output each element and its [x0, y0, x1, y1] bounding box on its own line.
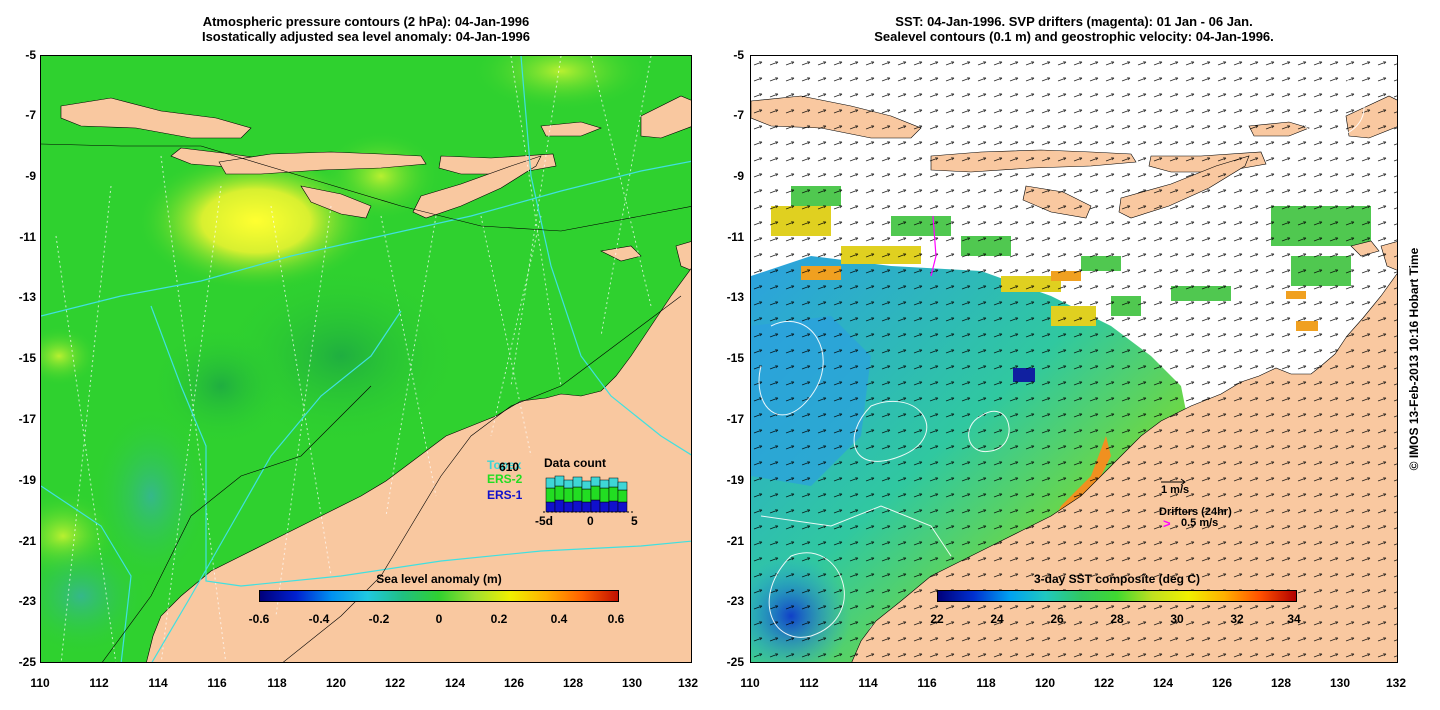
- sst-map[interactable]: 1 m/s Drifters (24hr) > 0.5 m/s: [750, 55, 1398, 663]
- drifter-marker: >: [1163, 516, 1171, 531]
- lat-label-right: -17: [726, 412, 744, 426]
- right-cbar-tick: 30: [1170, 612, 1184, 626]
- lon-label-right: 116: [917, 676, 937, 690]
- lat-label-left: -23: [18, 594, 36, 608]
- left-cbar-tick: 0.4: [550, 612, 568, 626]
- left-cbar-tick: -0.2: [368, 612, 390, 626]
- lat-label-left: -7: [25, 108, 36, 122]
- hist-tick-minus5: -5d: [535, 514, 553, 528]
- lon-label-left: 130: [621, 676, 643, 690]
- lon-label-right: 120: [1034, 676, 1056, 690]
- left-title-line1: Atmospheric pressure contours (2 hPa): 0…: [202, 14, 530, 29]
- lat-label-right: -15: [726, 351, 744, 365]
- lon-label-left: 126: [503, 676, 525, 690]
- lat-label-left: -17: [18, 412, 36, 426]
- left-panel-title: Atmospheric pressure contours (2 hPa): 0…: [40, 14, 692, 44]
- lon-label-right: 118: [976, 676, 996, 690]
- legend-count-value: 610: [499, 460, 520, 474]
- right-cbar-tick: 28: [1110, 612, 1124, 626]
- lon-label-right: 132: [1385, 676, 1407, 690]
- velocity-scale-label: 1 m/s: [1161, 484, 1190, 496]
- left-title-line2: Isostatically adjusted sea level anomaly…: [201, 29, 531, 44]
- right-cbar-tick: 22: [930, 612, 944, 626]
- lon-label-right: 112: [799, 676, 819, 690]
- right-title-line1: SST: 04-Jan-1996. SVP drifters (magenta)…: [895, 14, 1253, 29]
- lon-label-left: 128: [562, 676, 584, 690]
- lat-label-left: -11: [19, 230, 36, 244]
- right-cbar-tick: 32: [1230, 612, 1244, 626]
- right-cbar-tick: 24: [990, 612, 1004, 626]
- left-colorbar: [259, 590, 619, 602]
- right-colorbar: [937, 590, 1297, 602]
- velocity-scale-arrow: [1161, 478, 1186, 486]
- lon-label-left: 124: [444, 676, 466, 690]
- lon-label-left: 110: [30, 676, 50, 690]
- legend-t-label: Topex: [487, 458, 522, 472]
- lat-label-right: -7: [733, 108, 744, 122]
- lat-label-right: -23: [726, 594, 744, 608]
- lon-label-right: 114: [858, 676, 878, 690]
- left-cbar-tick: 0: [435, 612, 443, 626]
- lat-label-left: -25: [18, 655, 36, 669]
- credit-label: © IMOS 13-Feb-2013 10:16 Hobart Time: [1400, 55, 1428, 663]
- lat-label-right: -21: [726, 534, 744, 548]
- lon-label-left: 116: [207, 676, 227, 690]
- drifter-scale-label: 0.5 m/s: [1181, 517, 1219, 529]
- lat-label-right: -25: [726, 655, 744, 669]
- right-cbar-tick: 26: [1050, 612, 1064, 626]
- data-count-title: Data count: [544, 456, 607, 470]
- lat-label-right: -9: [733, 169, 744, 183]
- lon-label-right: 110: [740, 676, 760, 690]
- lat-label-left: -5: [25, 48, 36, 62]
- sea-level-anomaly-map[interactable]: Topex 610 ERS-2 ERS-1 Data count -5d 0 5: [40, 55, 692, 663]
- right-colorbar-title: 3-day SST composite (deg C): [1033, 572, 1201, 586]
- lat-label-left: -21: [18, 534, 36, 548]
- left-cbar-tick: 0.2: [490, 612, 508, 626]
- lat-label-right: -11: [727, 230, 744, 244]
- lon-label-right: 128: [1270, 676, 1292, 690]
- right-cbar-tick: 34: [1287, 612, 1301, 626]
- left-colorbar-title: Sea level anomaly (m): [376, 572, 502, 586]
- drifters-label: Drifters (24hr): [1159, 506, 1232, 518]
- lat-label-left: -13: [18, 290, 36, 304]
- legend-ers1-label: ERS-1: [487, 488, 523, 502]
- lat-label-left: -9: [25, 169, 36, 183]
- lon-label-left: 132: [677, 676, 699, 690]
- anomaly-map-graphic: [41, 56, 691, 662]
- lon-label-left: 120: [325, 676, 347, 690]
- lon-label-left: 112: [89, 676, 109, 690]
- credit-text: © IMOS 13-Feb-2013 10:16 Hobart Time: [1407, 247, 1421, 471]
- right-panel-title: SST: 04-Jan-1996. SVP drifters (magenta)…: [750, 14, 1398, 44]
- lon-label-right: 124: [1152, 676, 1174, 690]
- hist-tick-0: 0: [587, 514, 594, 528]
- left-cbar-tick: -0.6: [248, 612, 270, 626]
- lon-label-left: 118: [267, 676, 287, 690]
- lon-label-right: 130: [1329, 676, 1351, 690]
- left-cbar-tick: 0.6: [607, 612, 625, 626]
- lat-label-right: -5: [733, 48, 744, 62]
- sst-map-graphic: [751, 56, 1397, 662]
- lon-label-left: 122: [384, 676, 406, 690]
- left-cbar-tick: -0.4: [308, 612, 330, 626]
- lat-label-right: -13: [726, 290, 744, 304]
- data-count-histogram: [543, 475, 633, 513]
- lat-label-right: -19: [726, 473, 744, 487]
- right-title-line2: Sealevel contours (0.1 m) and geostrophi…: [874, 29, 1274, 44]
- lon-label-right: 122: [1093, 676, 1115, 690]
- hist-tick-5: 5: [631, 514, 638, 528]
- lon-label-right: 126: [1211, 676, 1233, 690]
- lon-label-left: 114: [148, 676, 168, 690]
- lat-label-left: -19: [18, 473, 36, 487]
- legend-ers2-label: ERS-2: [487, 472, 523, 486]
- lat-label-left: -15: [18, 351, 36, 365]
